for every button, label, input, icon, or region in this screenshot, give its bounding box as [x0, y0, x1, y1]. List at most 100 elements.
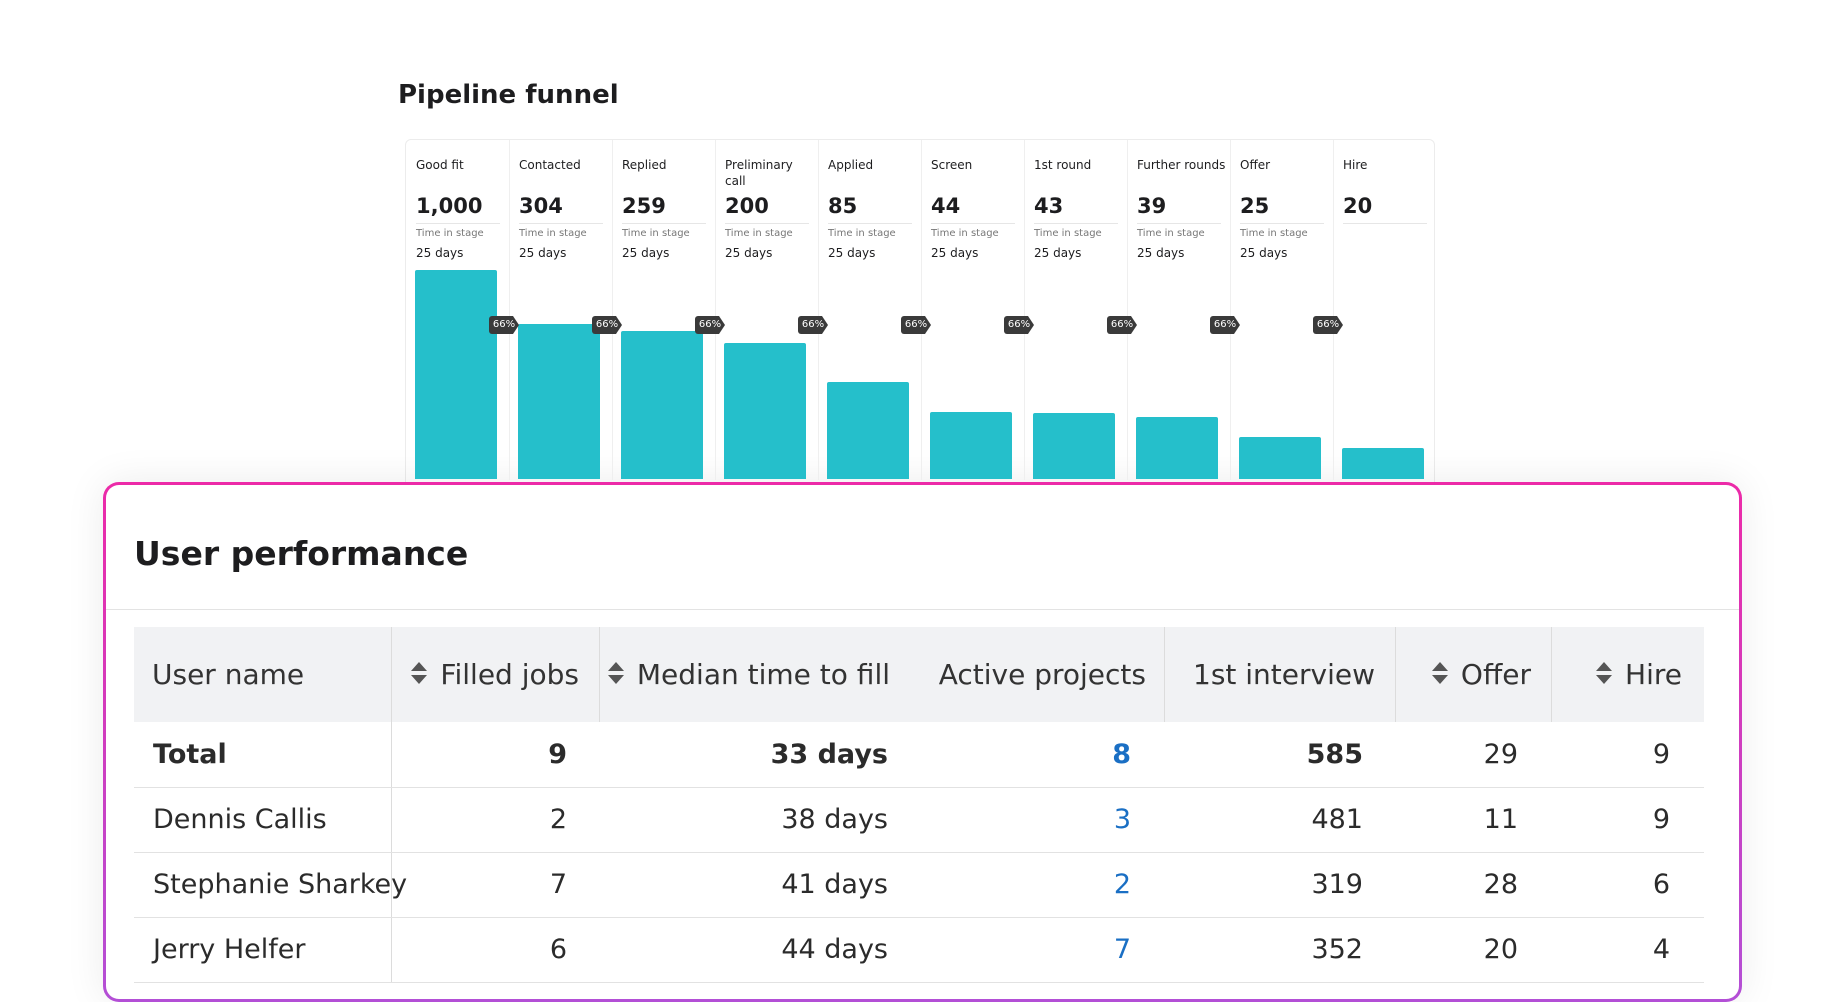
bar	[724, 343, 806, 479]
sort-icon[interactable]	[410, 660, 428, 686]
stage-line	[828, 223, 912, 224]
table-cell: 9	[548, 739, 567, 770]
sort-icon[interactable]	[1431, 660, 1449, 686]
stage-label: Further rounds	[1137, 158, 1226, 172]
header-text: 1st interview	[1193, 658, 1375, 691]
stage-label: Hire	[1343, 158, 1368, 172]
table-cell: 4	[1652, 934, 1670, 965]
sort-icon[interactable]	[607, 660, 625, 686]
stage-count: 259	[622, 194, 666, 218]
stage-count: 39	[1137, 194, 1167, 218]
row-line	[134, 917, 1704, 918]
table-cell: 29	[1483, 739, 1518, 770]
table-cell: 41 days	[781, 869, 888, 900]
column-header[interactable]: Hire	[1595, 627, 1682, 722]
stage-label: 1st round	[1034, 158, 1092, 172]
table-cell: 38 days	[781, 804, 888, 835]
time-value: 25 days	[725, 246, 773, 260]
time-label: Time in stage	[931, 228, 999, 239]
table-cell: Total	[153, 739, 227, 770]
column-separator	[1127, 140, 1128, 480]
column-header[interactable]: Filled jobs	[410, 627, 579, 722]
table-cell: 33 days	[770, 739, 888, 770]
column-separator	[1230, 140, 1231, 480]
column-separator	[1551, 627, 1552, 722]
table-cell: 44 days	[781, 934, 888, 965]
stage-count: 85	[828, 194, 858, 218]
table-cell[interactable]: 2	[1113, 869, 1131, 900]
header-text: Filled jobs	[440, 658, 579, 691]
column-separator	[921, 140, 922, 480]
funnel-title: Pipeline funnel	[398, 80, 619, 110]
table-cell: 481	[1311, 804, 1363, 835]
bar	[827, 381, 909, 479]
stage-count: 1,000	[416, 194, 483, 218]
stage-count: 25	[1240, 194, 1270, 218]
conversion-badge: 66%	[592, 316, 622, 334]
table-cell: 585	[1306, 739, 1363, 770]
column-separator	[1164, 627, 1165, 722]
stage-line	[1034, 223, 1118, 224]
row-line	[134, 982, 1704, 983]
bar	[621, 331, 703, 479]
time-value: 25 days	[1034, 246, 1082, 260]
row-line	[134, 787, 1704, 788]
divider	[106, 609, 1739, 610]
sort-icon[interactable]	[1595, 660, 1613, 686]
table-cell: 9	[1652, 739, 1670, 770]
time-label: Time in stage	[622, 228, 690, 239]
time-label: Time in stage	[1034, 228, 1102, 239]
column-separator	[715, 140, 716, 480]
column-separator	[391, 627, 392, 722]
stage-count: 200	[725, 194, 769, 218]
page: Pipeline funnel User performance (() => …	[106, 80, 1739, 999]
row-line	[134, 852, 1704, 853]
time-label: Time in stage	[519, 228, 587, 239]
time-value: 25 days	[519, 246, 567, 260]
table-cell[interactable]: 3	[1113, 804, 1131, 835]
table-cell[interactable]: 7	[1113, 934, 1131, 965]
header-text: Median time to fill	[636, 658, 890, 691]
table-cell: Stephanie Sharkey	[153, 869, 408, 900]
conversion-badge: 66%	[1107, 316, 1137, 334]
column-header[interactable]: Median time to fill	[607, 627, 890, 722]
stage-line	[1137, 223, 1221, 224]
time-label: Time in stage	[416, 228, 484, 239]
conversion-badge: 66%	[798, 316, 828, 334]
bar	[518, 324, 600, 479]
column-separator	[612, 140, 613, 480]
time-value: 25 days	[1137, 246, 1185, 260]
time-label: Time in stage	[725, 228, 793, 239]
column-separator	[818, 140, 819, 480]
table-cell: 352	[1311, 934, 1363, 965]
stage-label: Good fit	[416, 158, 464, 172]
panel	[103, 482, 1742, 1002]
conversion-badge: 66%	[1004, 316, 1034, 334]
table-cell: 319	[1311, 869, 1363, 900]
stage-label: Preliminary call	[725, 158, 793, 188]
bar	[930, 411, 1012, 479]
stage-count: 304	[519, 194, 563, 218]
table-header	[134, 627, 1704, 722]
time-label: Time in stage	[828, 228, 896, 239]
stage-line	[725, 223, 809, 224]
column-separator	[1024, 140, 1025, 480]
stage-label: Screen	[931, 158, 973, 172]
conversion-badge: 66%	[1313, 316, 1343, 334]
stage-label: Applied	[828, 158, 874, 172]
table-cell: Jerry Helfer	[153, 934, 306, 965]
stage-line	[1240, 223, 1324, 224]
stage-label: Offer	[1240, 158, 1271, 172]
header-text: Hire	[1625, 658, 1682, 691]
column-separator	[1333, 140, 1334, 480]
header-text: Offer	[1460, 658, 1531, 691]
table-cell: 11	[1483, 804, 1518, 835]
time-value: 25 days	[931, 246, 979, 260]
table-cell[interactable]: 8	[1112, 739, 1131, 770]
time-value: 25 days	[1240, 246, 1288, 260]
stage-line	[416, 223, 500, 224]
column-header[interactable]: Offer	[1431, 627, 1531, 722]
stage-label: Replied	[622, 158, 667, 172]
table-cell: Dennis Callis	[153, 804, 327, 835]
time-label: Time in stage	[1137, 228, 1205, 239]
